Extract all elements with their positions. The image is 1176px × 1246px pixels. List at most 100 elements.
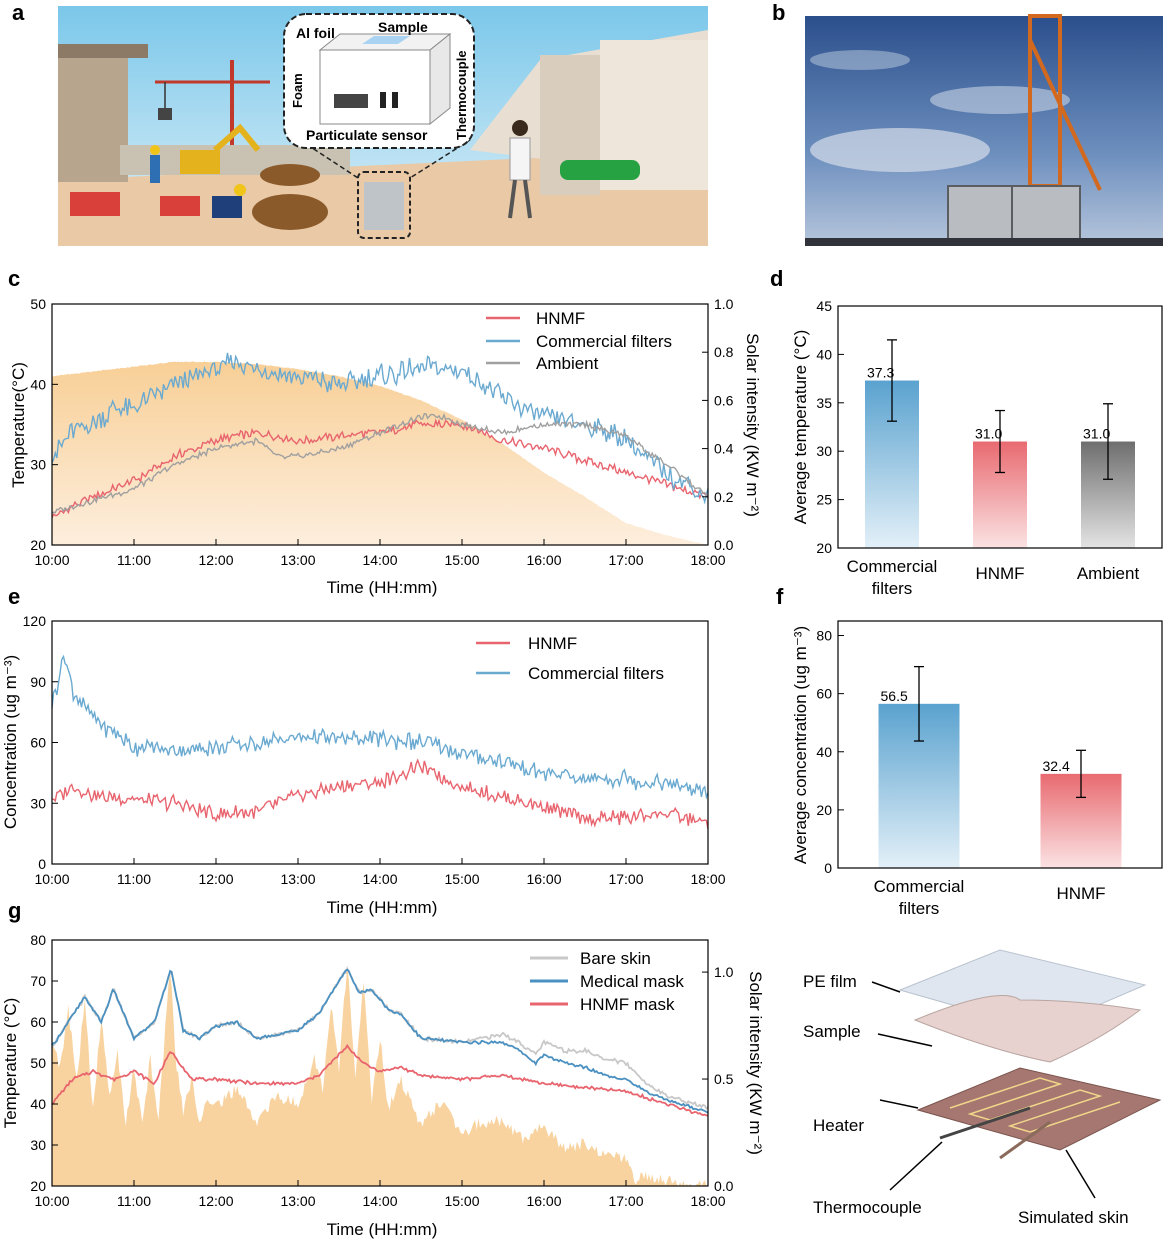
label-al-foil: Al foil (296, 25, 335, 41)
excavator-body (180, 150, 220, 174)
series-line-hnmf (51, 758, 709, 830)
label-simulated-skin: Simulated skin (1018, 1208, 1129, 1227)
panel-label-a: a (12, 0, 25, 25)
legend-ambient-c: Ambient (536, 354, 599, 373)
axes-g: 10:00 11:00 12:00 13:00 14:00 15:00 16:00 17:00… (30, 932, 733, 1209)
series-lines-g (51, 966, 709, 1117)
thermocouple-probe (939, 1106, 1031, 1140)
y-tick-label: 80 (816, 628, 832, 644)
label-thermocouple: Thermocouple (454, 50, 469, 140)
bricks-1 (70, 192, 120, 216)
x-tick-label: 14:00 (362, 552, 397, 568)
y-tick-label: 40 (30, 376, 46, 392)
legend-bare-g: Bare skin (580, 949, 651, 968)
scene-building-left (58, 52, 128, 182)
photo-cloud-1 (810, 128, 990, 172)
x-tick-label: 14:00 (362, 1193, 397, 1209)
y2-tick-label: 1.0 (714, 964, 734, 980)
x-tick-label: 15:00 (444, 552, 479, 568)
x-tick-label: 16:00 (526, 871, 561, 887)
y-tick-label: 50 (30, 1055, 46, 1071)
photo-cloud-3 (810, 50, 910, 70)
axes-d: Commercial filters HNMF Ambient 20 25 30 35 40 45 (816, 298, 1139, 598)
heater-wire (949, 1077, 1121, 1133)
worker-1-body (150, 155, 160, 183)
y-tick-label: 30 (30, 457, 46, 473)
panel-b: b (772, 0, 1163, 246)
worker-1-head (150, 145, 160, 155)
y-tick-label: 120 (23, 613, 47, 629)
panel-label-d: d (770, 266, 783, 291)
arrow-pe-film (871, 981, 901, 993)
x-tick-label: 13:00 (280, 552, 315, 568)
series-line-commercial-filters (51, 654, 709, 800)
panel-label-g: g (8, 898, 21, 923)
legend-commercial-e: Commercial filters (528, 664, 664, 683)
axes-f: Commercial filters HNMF 0 20 40 60 80 (816, 628, 1105, 918)
crane-load (158, 108, 172, 120)
y-tick-label: 30 (816, 443, 832, 459)
sensor-box (364, 182, 404, 230)
panel-label-e: e (8, 584, 20, 609)
x-tick-label: 15:00 (444, 871, 479, 887)
y2-tick-label: 0.0 (714, 537, 734, 553)
y-tick-label: 20 (816, 540, 832, 556)
photo-cloud-2 (930, 86, 1070, 114)
sample-layer (913, 995, 1142, 1063)
excavator-arm (213, 123, 261, 153)
series-lines-c (51, 352, 709, 518)
ylabel-c: Temperature(°C) (9, 362, 28, 488)
hedge (560, 160, 640, 180)
category-label: filters (899, 899, 940, 918)
y2-tick-label: 0.6 (714, 392, 734, 408)
plot-frame-e (51, 620, 709, 865)
ylabel-g: Temperature (°C) (1, 998, 20, 1129)
heater-layer (916, 1067, 1162, 1151)
y-tick-label: 40 (816, 744, 832, 760)
y2-tick-label: 0.2 (714, 489, 734, 505)
legend-e: HNMF Commercial filters (476, 634, 664, 683)
photo-roof (805, 238, 1163, 246)
x-tick-label: 18:00 (690, 1193, 725, 1209)
photo-crane-jib (1028, 39, 1102, 191)
y-tick-label: 90 (30, 674, 46, 690)
solar-intensity-area (52, 361, 708, 545)
x-tick-label: 10:00 (34, 871, 69, 887)
legend-hnmf-c: HNMF (536, 309, 585, 328)
label-foam: Foam (290, 73, 305, 108)
legend-hnmf-g: HNMF mask (580, 995, 675, 1014)
y-tick-label: 35 (816, 395, 832, 411)
category-label: HNMF (1056, 884, 1105, 903)
x-tick-label: 11:00 (117, 1193, 151, 1209)
bars-f: 56.5 32.4 (878, 665, 1122, 868)
panel-a: a (12, 0, 708, 246)
inset-thermocouple-1 (380, 92, 386, 108)
y-tick-label: 60 (30, 1014, 46, 1030)
bricks-2 (160, 196, 200, 216)
bar-value-label: 32.4 (1043, 758, 1070, 774)
x-tick-label: 12:00 (198, 1193, 233, 1209)
x-tick-label: 18:00 (690, 871, 725, 887)
legend-hnmf-e: HNMF (528, 634, 577, 653)
setup-diagram: PE film Sample Heater Thermocouple Simul… (803, 949, 1162, 1227)
panel-label-b: b (772, 0, 785, 25)
legend-c: HNMF Commercial filters Ambient (486, 309, 672, 373)
y-tick-label: 50 (30, 296, 46, 312)
panel-d: d 37.3 31.0 31.0 Commercial filters HNMF Ambi… (770, 266, 1163, 598)
xlabel-c: Time (HH:mm) (327, 578, 438, 597)
inset-box-side (429, 32, 451, 126)
panel-label-f: f (776, 584, 784, 609)
label-sample: Sample (378, 19, 428, 35)
legend-medical-g: Medical mask (580, 972, 684, 991)
pedestrian-head (512, 120, 528, 136)
panel-g: g 10:00 11:00 12:00 13:00 14:00 15:00 16:00 17:… (1, 898, 765, 1239)
pedestrian-leg-1 (508, 179, 517, 219)
label-setup-sample: Sample (803, 1022, 861, 1041)
heater-lead (999, 1120, 1051, 1160)
bar-value-label: 56.5 (881, 688, 908, 704)
scene-roof-left (58, 44, 148, 58)
series-line-hnmf-mask (51, 1043, 709, 1117)
label-pe-film: PE film (803, 972, 857, 991)
y2label-g: Solar intensity (KW m⁻²) (746, 971, 765, 1155)
